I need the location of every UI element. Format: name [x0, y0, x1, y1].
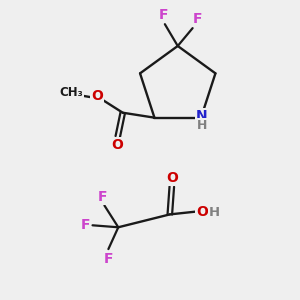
Text: CH₃: CH₃ — [59, 86, 83, 99]
Text: F: F — [193, 12, 202, 26]
Text: O: O — [91, 89, 103, 103]
Text: O: O — [166, 171, 178, 185]
Text: N: N — [196, 109, 208, 123]
Text: F: F — [103, 252, 113, 266]
Text: O: O — [196, 206, 208, 219]
Text: H: H — [197, 119, 207, 132]
Text: H: H — [209, 206, 220, 219]
Text: F: F — [159, 8, 169, 22]
Text: F: F — [98, 190, 107, 204]
Text: F: F — [81, 218, 90, 232]
Text: O: O — [111, 138, 123, 152]
